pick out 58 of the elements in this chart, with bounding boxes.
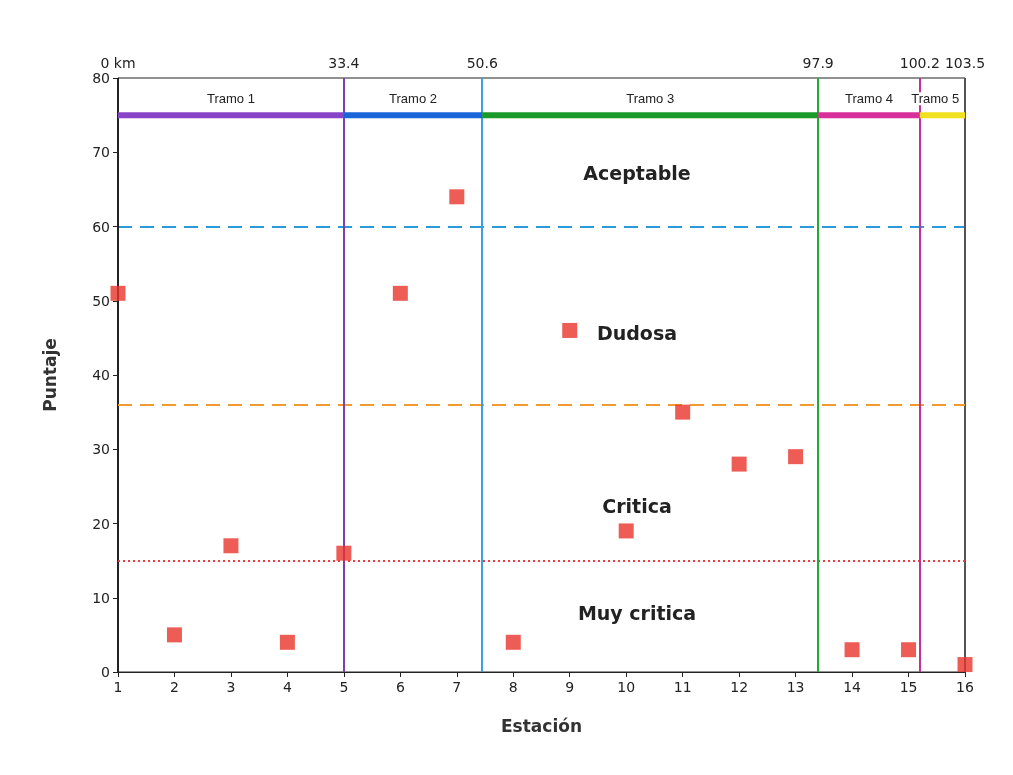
x-axis-title: Estación: [500, 715, 583, 736]
y-tick-label: 10: [92, 589, 110, 606]
annotation: 33.4: [328, 55, 360, 71]
annotation: Muy critica: [577, 601, 697, 624]
y-tick-label: 20: [92, 515, 110, 532]
y-tick-label: 80: [92, 70, 110, 86]
x-tick-label: 3: [226, 679, 236, 695]
y-axis-title: Puntaje: [39, 338, 60, 412]
x-tick-label: 6: [395, 679, 405, 695]
point: [110, 285, 126, 301]
x-tick-label: 5: [339, 679, 349, 695]
x-tick-label: 11: [673, 679, 692, 695]
series-label: Tramo 2: [389, 91, 437, 107]
x-tick-label: 9: [565, 679, 575, 695]
point: [336, 545, 352, 561]
annotation: 97.9: [802, 55, 834, 71]
y-tick-label: 70: [92, 144, 110, 161]
point: [505, 634, 521, 650]
annotation: 103.5: [944, 55, 986, 71]
point: [279, 634, 295, 650]
series-label: Tramo 5: [911, 91, 960, 107]
annotation: Critica: [602, 494, 672, 517]
annotation: Dudosa: [596, 322, 678, 345]
x-tick-label: 1: [113, 679, 123, 695]
series-label: Tramo 3: [626, 91, 675, 107]
point: [957, 657, 973, 673]
x-tick-label: 10: [617, 679, 636, 695]
y-tick-label: 50: [92, 292, 110, 309]
series-label: Tramo 4: [845, 91, 893, 107]
y-tick-label: 30: [92, 441, 110, 458]
x-tick-label: 8: [508, 679, 518, 695]
x-tick-label: 14: [843, 679, 862, 695]
point: [731, 456, 747, 472]
x-tick-label: 16: [956, 679, 974, 695]
y-tick-label: 60: [92, 218, 110, 235]
point: [166, 627, 182, 643]
point: [223, 538, 239, 554]
y-tick-label: 40: [92, 367, 110, 383]
point: [562, 322, 578, 338]
point: [449, 189, 465, 205]
annotation: 0 km: [100, 55, 136, 71]
x-tick-label: 2: [170, 679, 179, 695]
x-tick-label: 15: [899, 679, 918, 695]
point: [901, 642, 917, 658]
point: [788, 449, 804, 465]
x-tick-label: 13: [786, 679, 805, 695]
annotation: Aceptable: [583, 162, 691, 185]
point: [844, 642, 860, 658]
point: [392, 285, 408, 301]
x-tick-label: 12: [730, 679, 749, 695]
x-tick-label: 4: [282, 679, 292, 695]
point: [675, 404, 691, 420]
series-label: Tramo 1: [206, 91, 255, 107]
x-tick-label: 7: [452, 679, 462, 695]
annotation: 100.2: [899, 55, 940, 71]
y-tick-label: 0: [101, 664, 110, 680]
annotation: 50.6: [466, 55, 498, 71]
point: [618, 523, 634, 539]
